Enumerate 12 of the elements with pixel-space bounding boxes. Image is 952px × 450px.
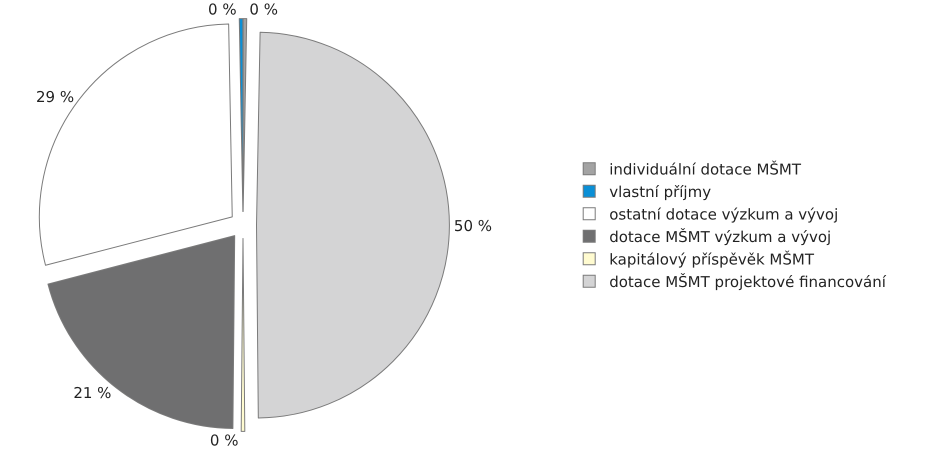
data-label: 50 % xyxy=(454,216,492,235)
data-label: 0 % xyxy=(208,0,237,19)
legend-label: dotace MŠMT projektové financování xyxy=(609,273,887,292)
legend-label: dotace MŠMT výzkum a vývoj xyxy=(609,228,832,246)
data-label: 0 % xyxy=(210,431,238,450)
legend-label: vlastní příjmy xyxy=(609,183,712,202)
legend-label: kapitálový příspěvěk MŠMT xyxy=(609,250,815,269)
legend-label: ostatní dotace výzkum a vývoj xyxy=(609,206,838,224)
data-label: 29 % xyxy=(36,88,74,106)
legend-label: individuální dotace MŠMT xyxy=(609,160,802,179)
data-label: 21 % xyxy=(73,384,112,402)
data-label: 0 % xyxy=(249,0,278,19)
